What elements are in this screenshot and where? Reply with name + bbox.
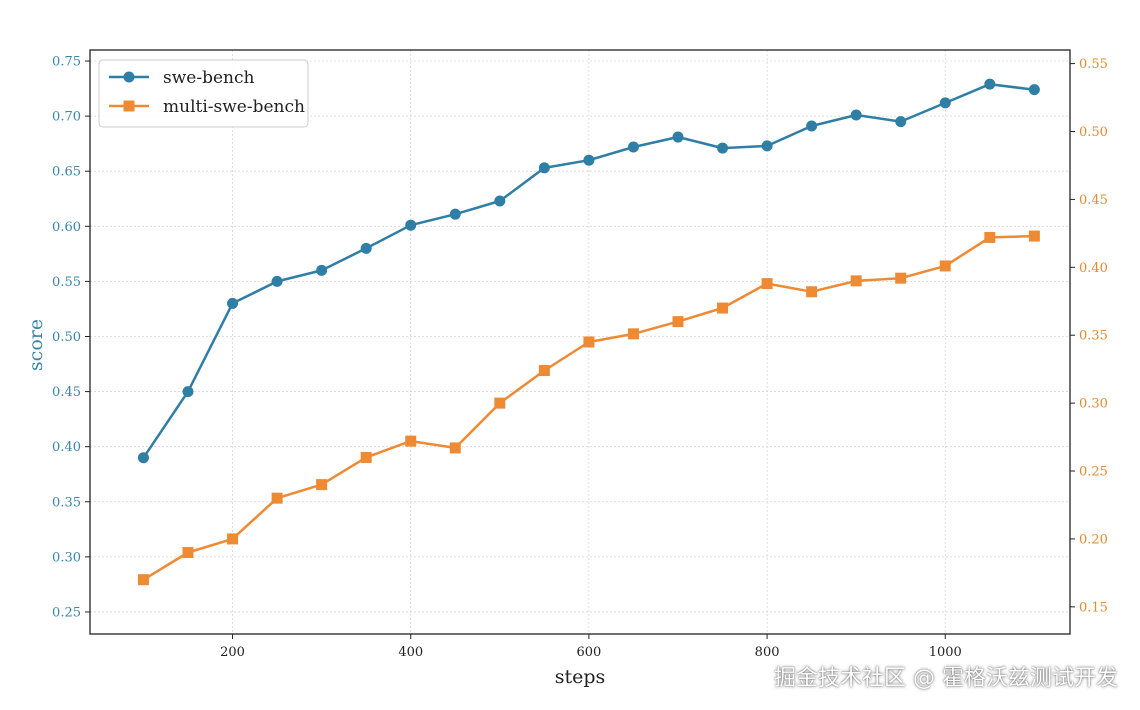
right-tick-label: 0.40 (1079, 261, 1108, 276)
x-axis-ticks: 200 400 600 800 1000 (220, 634, 962, 660)
legend-swe-bench-label: swe-bench (163, 68, 254, 88)
x-tick-label: 400 (398, 645, 423, 660)
data-point-multi-swe-bench (360, 451, 372, 463)
data-point-swe-bench (761, 140, 773, 152)
data-point-swe-bench (360, 242, 372, 254)
data-point-swe-bench (271, 275, 283, 287)
data-point-swe-bench (672, 131, 684, 143)
data-point-swe-bench (583, 154, 595, 166)
right-tick-label: 0.20 (1079, 532, 1108, 547)
data-point-multi-swe-bench (494, 397, 506, 409)
left-tick-label: 0.35 (52, 495, 81, 510)
left-tick-label: 0.30 (52, 550, 81, 565)
data-point-swe-bench (939, 97, 951, 109)
data-point-multi-swe-bench (939, 260, 951, 272)
data-point-multi-swe-bench (182, 547, 194, 559)
plot-frame (89, 49, 1071, 635)
right-tick-label: 0.35 (1079, 329, 1108, 344)
data-point-swe-bench (494, 195, 506, 207)
left-tick-label: 0.45 (52, 385, 81, 400)
data-point-swe-bench (449, 208, 461, 220)
data-point-multi-swe-bench (271, 492, 283, 504)
left-tick-label: 0.40 (52, 440, 81, 455)
right-tick-label: 0.50 (1079, 125, 1108, 140)
data-point-swe-bench (984, 78, 996, 90)
x-tick-label: 800 (755, 645, 780, 660)
right-tick-label: 0.45 (1079, 193, 1108, 208)
data-point-swe-bench (405, 219, 417, 231)
data-point-multi-swe-bench (895, 272, 907, 284)
data-point-swe-bench (850, 109, 862, 121)
left-tick-label: 0.65 (52, 165, 81, 180)
data-point-swe-bench (227, 297, 239, 309)
data-point-multi-swe-bench (227, 533, 239, 545)
data-point-swe-bench (316, 264, 328, 276)
right-tick-label: 0.15 (1079, 600, 1108, 615)
data-point-swe-bench (182, 386, 194, 398)
data-point-swe-bench (717, 142, 729, 154)
left-tick-label: 0.55 (52, 275, 81, 290)
legend-swe-bench-marker (123, 71, 135, 83)
x-tick-label: 1000 (929, 645, 962, 660)
y-axis-label: score (25, 319, 47, 371)
watermark-text: 掘金技术社区 @ 霍格沃兹测试开发 (774, 666, 1118, 691)
data-point-multi-swe-bench (538, 365, 550, 377)
grid-lines (90, 50, 1070, 634)
data-point-multi-swe-bench (984, 231, 996, 243)
left-tick-label: 0.60 (52, 220, 81, 235)
data-point-multi-swe-bench (672, 316, 684, 328)
right-tick-label: 0.30 (1079, 397, 1108, 412)
data-point-multi-swe-bench (583, 336, 595, 348)
right-tick-label: 0.25 (1079, 465, 1108, 480)
data-point-multi-swe-bench (806, 286, 818, 298)
right-y-axis-ticks: 0.15 0.20 0.25 0.30 0.35 0.40 0.45 0.50 0.55 (1070, 57, 1108, 615)
data-point-multi-swe-bench (761, 278, 773, 290)
data-point-swe-bench (137, 452, 149, 464)
data-point-swe-bench (895, 116, 907, 128)
data-point-multi-swe-bench (1028, 230, 1040, 242)
data-point-swe-bench (538, 162, 550, 174)
data-point-swe-bench (627, 141, 639, 153)
left-tick-label: 0.75 (52, 55, 81, 70)
data-point-multi-swe-bench (449, 442, 461, 454)
series-markers (137, 78, 1040, 586)
data-point-swe-bench (806, 120, 818, 132)
data-point-multi-swe-bench (627, 328, 639, 340)
legend-multi-swe-bench-label: multi-swe-bench (163, 97, 305, 117)
data-point-multi-swe-bench (405, 435, 417, 447)
data-point-multi-swe-bench (717, 302, 729, 314)
legend: swe-bench multi-swe-bench (98, 59, 309, 128)
legend-multi-swe-bench-marker (123, 100, 135, 112)
legend-box (98, 59, 309, 128)
data-point-multi-swe-bench (850, 275, 862, 287)
x-axis-label: steps (555, 666, 606, 688)
x-tick-label: 200 (220, 645, 245, 660)
data-point-multi-swe-bench (316, 479, 328, 491)
x-tick-label: 600 (576, 645, 601, 660)
data-point-swe-bench (1028, 84, 1040, 96)
right-tick-label: 0.55 (1079, 57, 1108, 72)
left-tick-label: 0.25 (52, 605, 81, 620)
left-tick-label: 0.70 (52, 110, 81, 125)
data-point-multi-swe-bench (137, 574, 149, 586)
left-y-axis-ticks: 0.25 0.30 0.35 0.40 0.45 0.50 0.55 0.60 0.65 0.70… (52, 55, 90, 620)
left-tick-label: 0.50 (52, 330, 81, 345)
